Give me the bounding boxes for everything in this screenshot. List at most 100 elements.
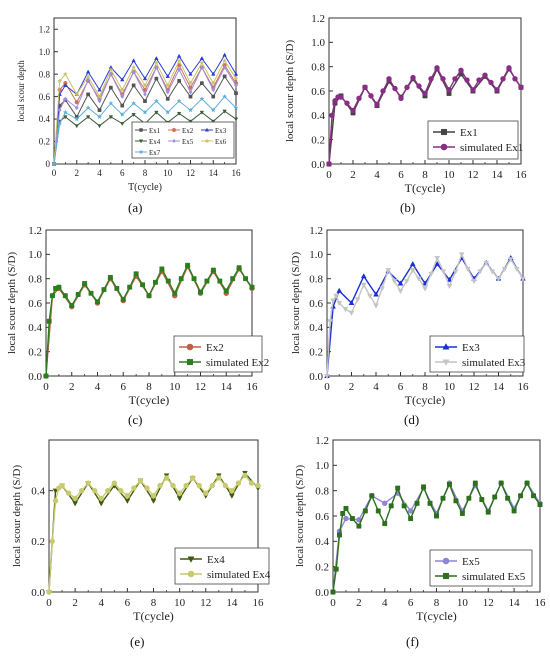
legend-label: Ex3 bbox=[215, 127, 227, 135]
x-tick-label: 16 bbox=[253, 597, 265, 609]
data-point bbox=[199, 60, 205, 66]
data-point bbox=[446, 481, 452, 487]
legend: Ex2 simulated Ex2 bbox=[173, 335, 269, 373]
y-tick-label: 0.0 bbox=[315, 587, 329, 599]
data-point bbox=[46, 589, 52, 595]
x-tick-label: 0 bbox=[52, 168, 57, 178]
data-point bbox=[142, 109, 148, 115]
y-axis-label: local scour depth bbox=[16, 60, 26, 122]
x-tick-label: 10 bbox=[444, 381, 456, 393]
data-point bbox=[57, 78, 63, 84]
y-axis-label: local scour depth (S/D) bbox=[6, 251, 18, 354]
data-point bbox=[51, 161, 57, 167]
data-point bbox=[216, 475, 222, 481]
y-tick-label: 0.8 bbox=[315, 486, 329, 498]
y-tick-label: 0.6 bbox=[309, 298, 323, 310]
legend-label: Ex7 bbox=[149, 149, 161, 157]
data-point bbox=[130, 64, 137, 70]
data-point bbox=[62, 293, 68, 299]
x-tick-label: 2 bbox=[72, 597, 78, 609]
y-tick-label: 0.4 bbox=[31, 486, 45, 498]
y-tick-label: 0.2 bbox=[311, 135, 325, 147]
data-point bbox=[500, 76, 506, 82]
y-tick-label: 0.4 bbox=[309, 322, 323, 334]
data-point bbox=[373, 303, 379, 309]
y-tick-label: 1.2 bbox=[39, 24, 50, 34]
y-tick-label: 1.0 bbox=[311, 37, 325, 49]
data-point bbox=[368, 93, 374, 99]
legend-label: simulated Ex5 bbox=[462, 571, 526, 583]
data-point bbox=[188, 71, 193, 76]
data-point bbox=[343, 515, 349, 522]
data-point bbox=[119, 111, 125, 117]
data-point bbox=[421, 484, 427, 490]
data-point bbox=[327, 319, 333, 325]
data-point bbox=[360, 273, 367, 279]
x-tick-label: 10 bbox=[169, 381, 181, 393]
legend-label: Ex2 bbox=[206, 342, 224, 354]
data-point bbox=[222, 482, 229, 489]
data-point bbox=[131, 69, 136, 75]
data-point bbox=[382, 521, 388, 527]
series-line bbox=[53, 59, 237, 165]
y-tick-label: 1.0 bbox=[28, 249, 42, 261]
data-point bbox=[330, 589, 336, 595]
data-point bbox=[440, 76, 446, 82]
data-point bbox=[154, 65, 159, 70]
data-point bbox=[96, 93, 103, 99]
x-tick-label: 10 bbox=[444, 169, 456, 181]
data-point bbox=[343, 505, 349, 511]
y-tick-label: 0.2 bbox=[31, 536, 45, 548]
x-tick-label: 4 bbox=[95, 381, 101, 393]
data-point bbox=[97, 98, 102, 104]
data-point bbox=[144, 485, 150, 491]
data-point bbox=[324, 373, 330, 380]
legend: Ex3 simulated Ex3 bbox=[429, 335, 526, 373]
data-point bbox=[255, 482, 261, 489]
legend: Ex1 simulated Ex1 bbox=[427, 120, 523, 160]
x-tick-label: 4 bbox=[97, 168, 102, 178]
data-point bbox=[52, 498, 59, 504]
data-point bbox=[146, 293, 152, 299]
data-point bbox=[356, 523, 362, 529]
data-point bbox=[97, 124, 102, 129]
data-point bbox=[75, 292, 81, 297]
data-point bbox=[120, 77, 125, 82]
legend-marker bbox=[204, 127, 210, 132]
data-point bbox=[118, 487, 124, 494]
x-tick-label: 10 bbox=[457, 597, 469, 609]
data-point bbox=[200, 81, 204, 85]
data-point bbox=[172, 290, 178, 296]
data-point bbox=[476, 77, 482, 83]
data-point bbox=[95, 299, 100, 305]
caption-c: (c) bbox=[128, 412, 143, 427]
data-point bbox=[170, 482, 176, 489]
data-point bbox=[375, 508, 381, 514]
x-tick-label: 4 bbox=[373, 381, 379, 393]
x-tick-label: 12 bbox=[483, 597, 494, 609]
x-tick-label: 2 bbox=[350, 169, 356, 181]
legend-marker bbox=[442, 359, 450, 366]
data-point bbox=[349, 516, 355, 521]
series-line bbox=[53, 75, 237, 165]
y-tick-label: 0.2 bbox=[28, 347, 42, 359]
data-point bbox=[59, 482, 65, 489]
data-point bbox=[46, 318, 52, 324]
data-point bbox=[398, 95, 404, 102]
y-tick-label: 0.4 bbox=[28, 322, 42, 334]
data-point bbox=[210, 107, 216, 113]
x-tick-label: 6 bbox=[121, 381, 127, 393]
x-tick-label: 16 bbox=[232, 168, 242, 178]
y-tick-label: 0.8 bbox=[309, 274, 323, 286]
legend: Ex1 Ex2 Ex3 Ex4 Ex5 Ex6 Ex7 bbox=[131, 121, 235, 159]
series-simulated-ex1 bbox=[326, 65, 524, 167]
data-point bbox=[505, 495, 511, 501]
data-point bbox=[403, 279, 410, 285]
data-point bbox=[131, 58, 136, 63]
y-axis-label: local scour depth (S/D) bbox=[11, 464, 23, 567]
caption-d: (d) bbox=[404, 412, 420, 427]
data-point bbox=[52, 488, 59, 494]
data-point bbox=[382, 500, 388, 507]
x-tick-label: 14 bbox=[509, 597, 521, 609]
x-tick-label: 10 bbox=[163, 168, 173, 178]
